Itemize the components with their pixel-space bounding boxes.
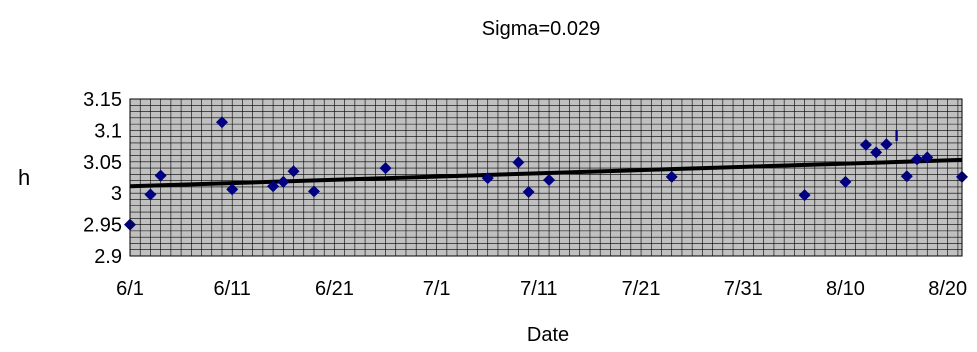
y-tick-label: 3 [111, 183, 122, 205]
data-point [839, 175, 852, 188]
x-axis-label: Date [527, 324, 569, 346]
trendline-layer [129, 157, 963, 189]
data-point [798, 189, 811, 202]
x-tick-label: 6/11 [213, 278, 250, 300]
data-point [215, 116, 228, 129]
data-point [144, 188, 157, 201]
data-point [921, 151, 934, 164]
x-tick-label: 7/1 [423, 278, 451, 300]
data-point [226, 183, 239, 196]
x-tick-label: 7/21 [622, 278, 661, 300]
trendline [129, 157, 963, 189]
data-point [880, 138, 893, 151]
data-point [307, 185, 320, 198]
data-point [543, 174, 556, 187]
y-tick-label: 3.1 [94, 120, 122, 142]
data-point [287, 165, 300, 178]
data-point [379, 162, 392, 175]
data-point [154, 169, 167, 182]
data-points [124, 116, 968, 231]
plot-border [129, 98, 963, 257]
x-tick-label: 8/10 [826, 278, 865, 300]
grid-lines [130, 99, 962, 256]
x-tick-label: 7/31 [724, 278, 763, 300]
x-tick-label: 6/1 [116, 278, 144, 300]
x-tick-label: 6/21 [315, 278, 354, 300]
y-tick-label: 3.15 [83, 89, 122, 111]
y-axis-label: h [18, 165, 30, 190]
data-point [859, 138, 872, 151]
x-tick-label: 7/11 [520, 278, 557, 300]
y-axis-tick-labels: 3.15 3.1 3.05 3 2.95 2.9 [83, 89, 122, 268]
annotation-layer: I [894, 128, 898, 145]
x-axis-tick-labels: 6/1 6/11 6/21 7/1 7/11 7/21 7/31 8/10 8/20 [116, 278, 967, 300]
y-tick-label: 2.95 [83, 215, 122, 237]
data-point [277, 175, 290, 188]
x-tick-label: 8/20 [928, 278, 967, 300]
chart-title: Sigma=0.029 [482, 18, 600, 40]
data-point [522, 185, 535, 198]
data-point [870, 146, 883, 159]
y-tick-label: 3.05 [83, 152, 122, 174]
data-point [512, 156, 525, 169]
annotation-label: I [894, 128, 898, 145]
y-tick-label: 2.9 [94, 246, 122, 268]
data-point [900, 170, 913, 183]
data-point [911, 153, 924, 166]
data-point [665, 170, 678, 183]
data-point [481, 172, 494, 185]
data-point [267, 180, 280, 193]
